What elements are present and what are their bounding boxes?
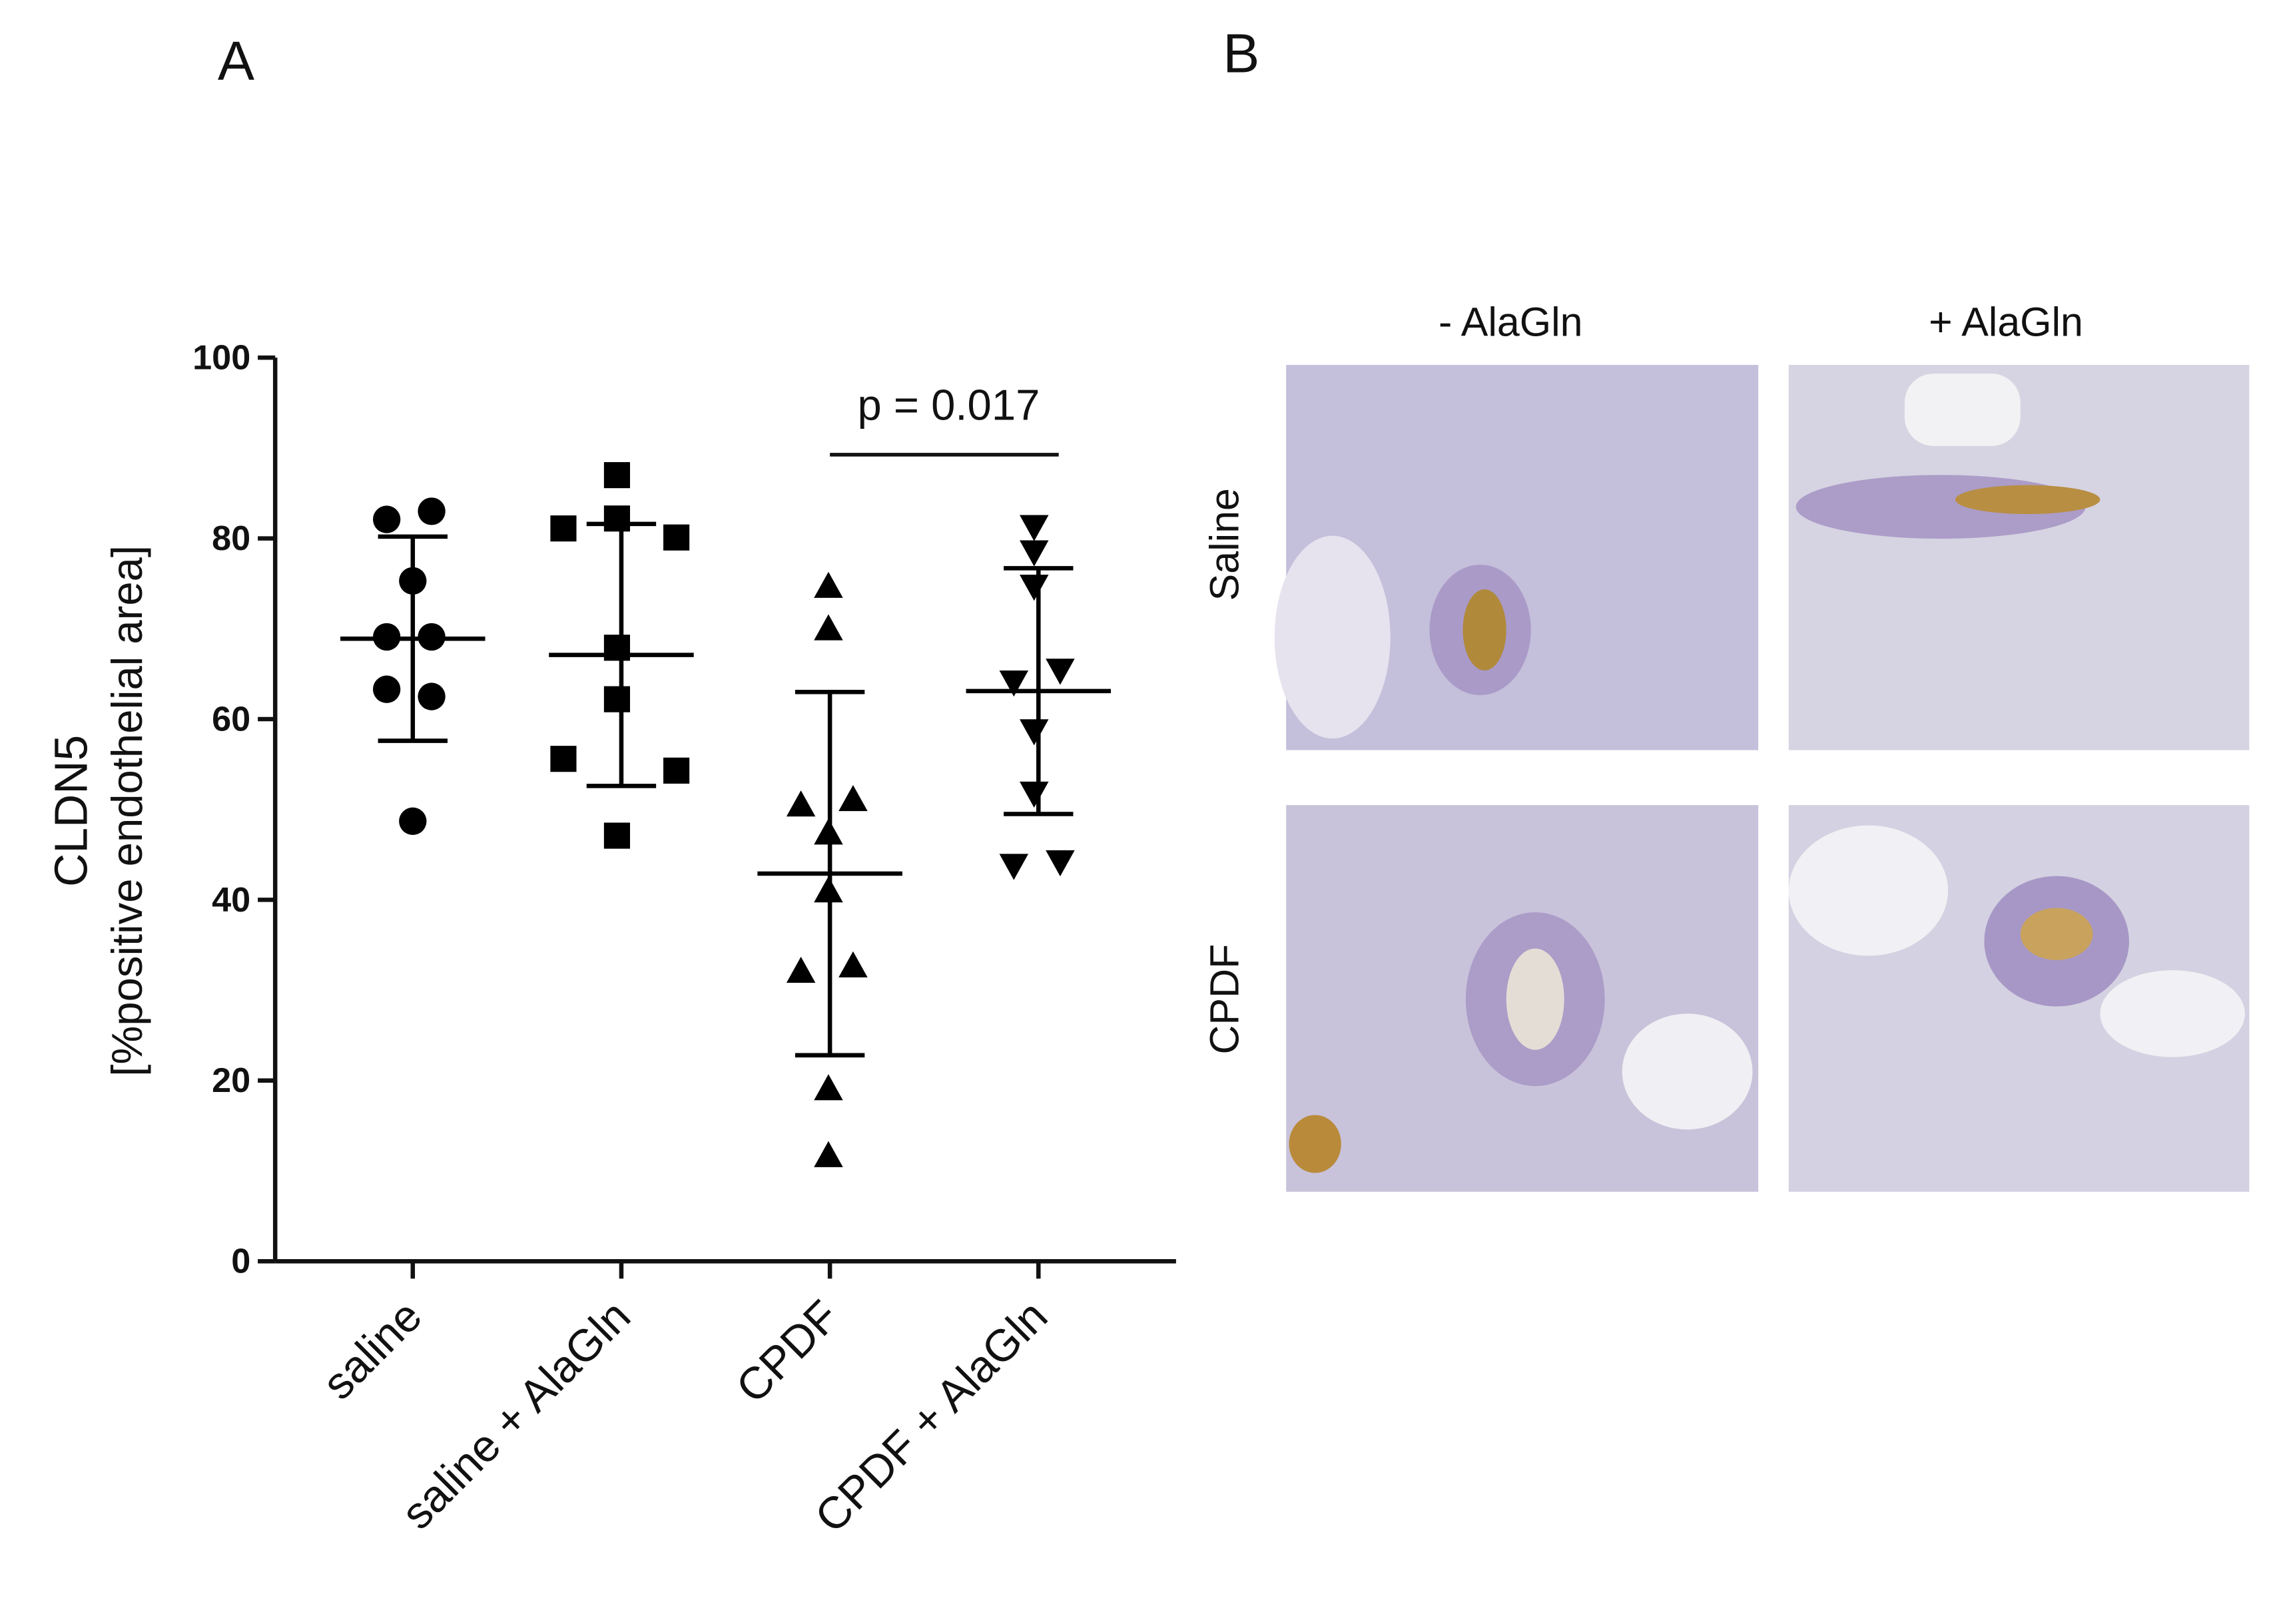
y-tick-label: 40 <box>212 881 250 920</box>
y-tick-label: 60 <box>212 700 250 738</box>
stain <box>1289 1115 1341 1173</box>
y-tick-label: 0 <box>231 1242 250 1281</box>
y-axis-title-line: CLDN5 <box>45 735 97 887</box>
point <box>1046 850 1075 877</box>
point <box>1020 781 1049 808</box>
point <box>814 1141 843 1167</box>
stain <box>1955 485 2101 515</box>
stain <box>2020 908 2093 960</box>
point <box>418 497 446 525</box>
point <box>1020 575 1049 601</box>
y-axis-title: CLDN5 [%positive endothelial area] <box>45 545 151 1077</box>
point <box>786 790 816 817</box>
point <box>1020 515 1049 541</box>
point <box>999 854 1029 880</box>
panel-label: B <box>1223 23 1259 85</box>
row-label: Saline <box>1201 488 1247 601</box>
panel-label: A <box>218 30 254 92</box>
y-axis-title-line: [%positive endothelial area] <box>103 545 151 1077</box>
y-tick-label: 20 <box>212 1061 250 1100</box>
point <box>999 670 1029 697</box>
point <box>603 462 631 489</box>
stain <box>1506 948 1564 1050</box>
annotation: p = 0.017 <box>858 381 1040 429</box>
point <box>814 614 843 641</box>
point <box>1020 540 1049 567</box>
point <box>814 571 843 598</box>
point <box>1046 659 1075 685</box>
tissue <box>2100 970 2245 1057</box>
column-label: + AlaGln <box>1929 300 2083 345</box>
row-label: CPDF <box>1201 944 1247 1055</box>
y-tick-label: 100 <box>192 339 250 378</box>
x-tick-label: saline <box>313 1291 432 1410</box>
y-tick-label: 80 <box>212 519 250 558</box>
point <box>663 524 690 551</box>
point <box>838 951 868 977</box>
tissue <box>1622 1013 1753 1130</box>
tissue <box>1904 374 2021 446</box>
point <box>603 822 631 849</box>
point <box>814 1074 843 1101</box>
column-label: - AlaGln <box>1439 300 1583 345</box>
point <box>418 682 446 710</box>
point <box>550 746 577 772</box>
point <box>603 505 631 532</box>
point <box>1020 719 1049 746</box>
tissue <box>1788 825 1949 956</box>
stain <box>1462 589 1506 671</box>
point <box>838 785 868 812</box>
x-tick-label: CPDF <box>727 1291 848 1413</box>
micrographs <box>1274 365 2250 1192</box>
point <box>372 505 401 533</box>
point <box>603 686 631 712</box>
point <box>786 956 816 983</box>
point <box>550 515 577 542</box>
point <box>399 807 427 835</box>
point <box>372 675 401 703</box>
tissue <box>1274 535 1391 739</box>
point <box>663 757 690 784</box>
micrograph <box>1788 365 2250 750</box>
